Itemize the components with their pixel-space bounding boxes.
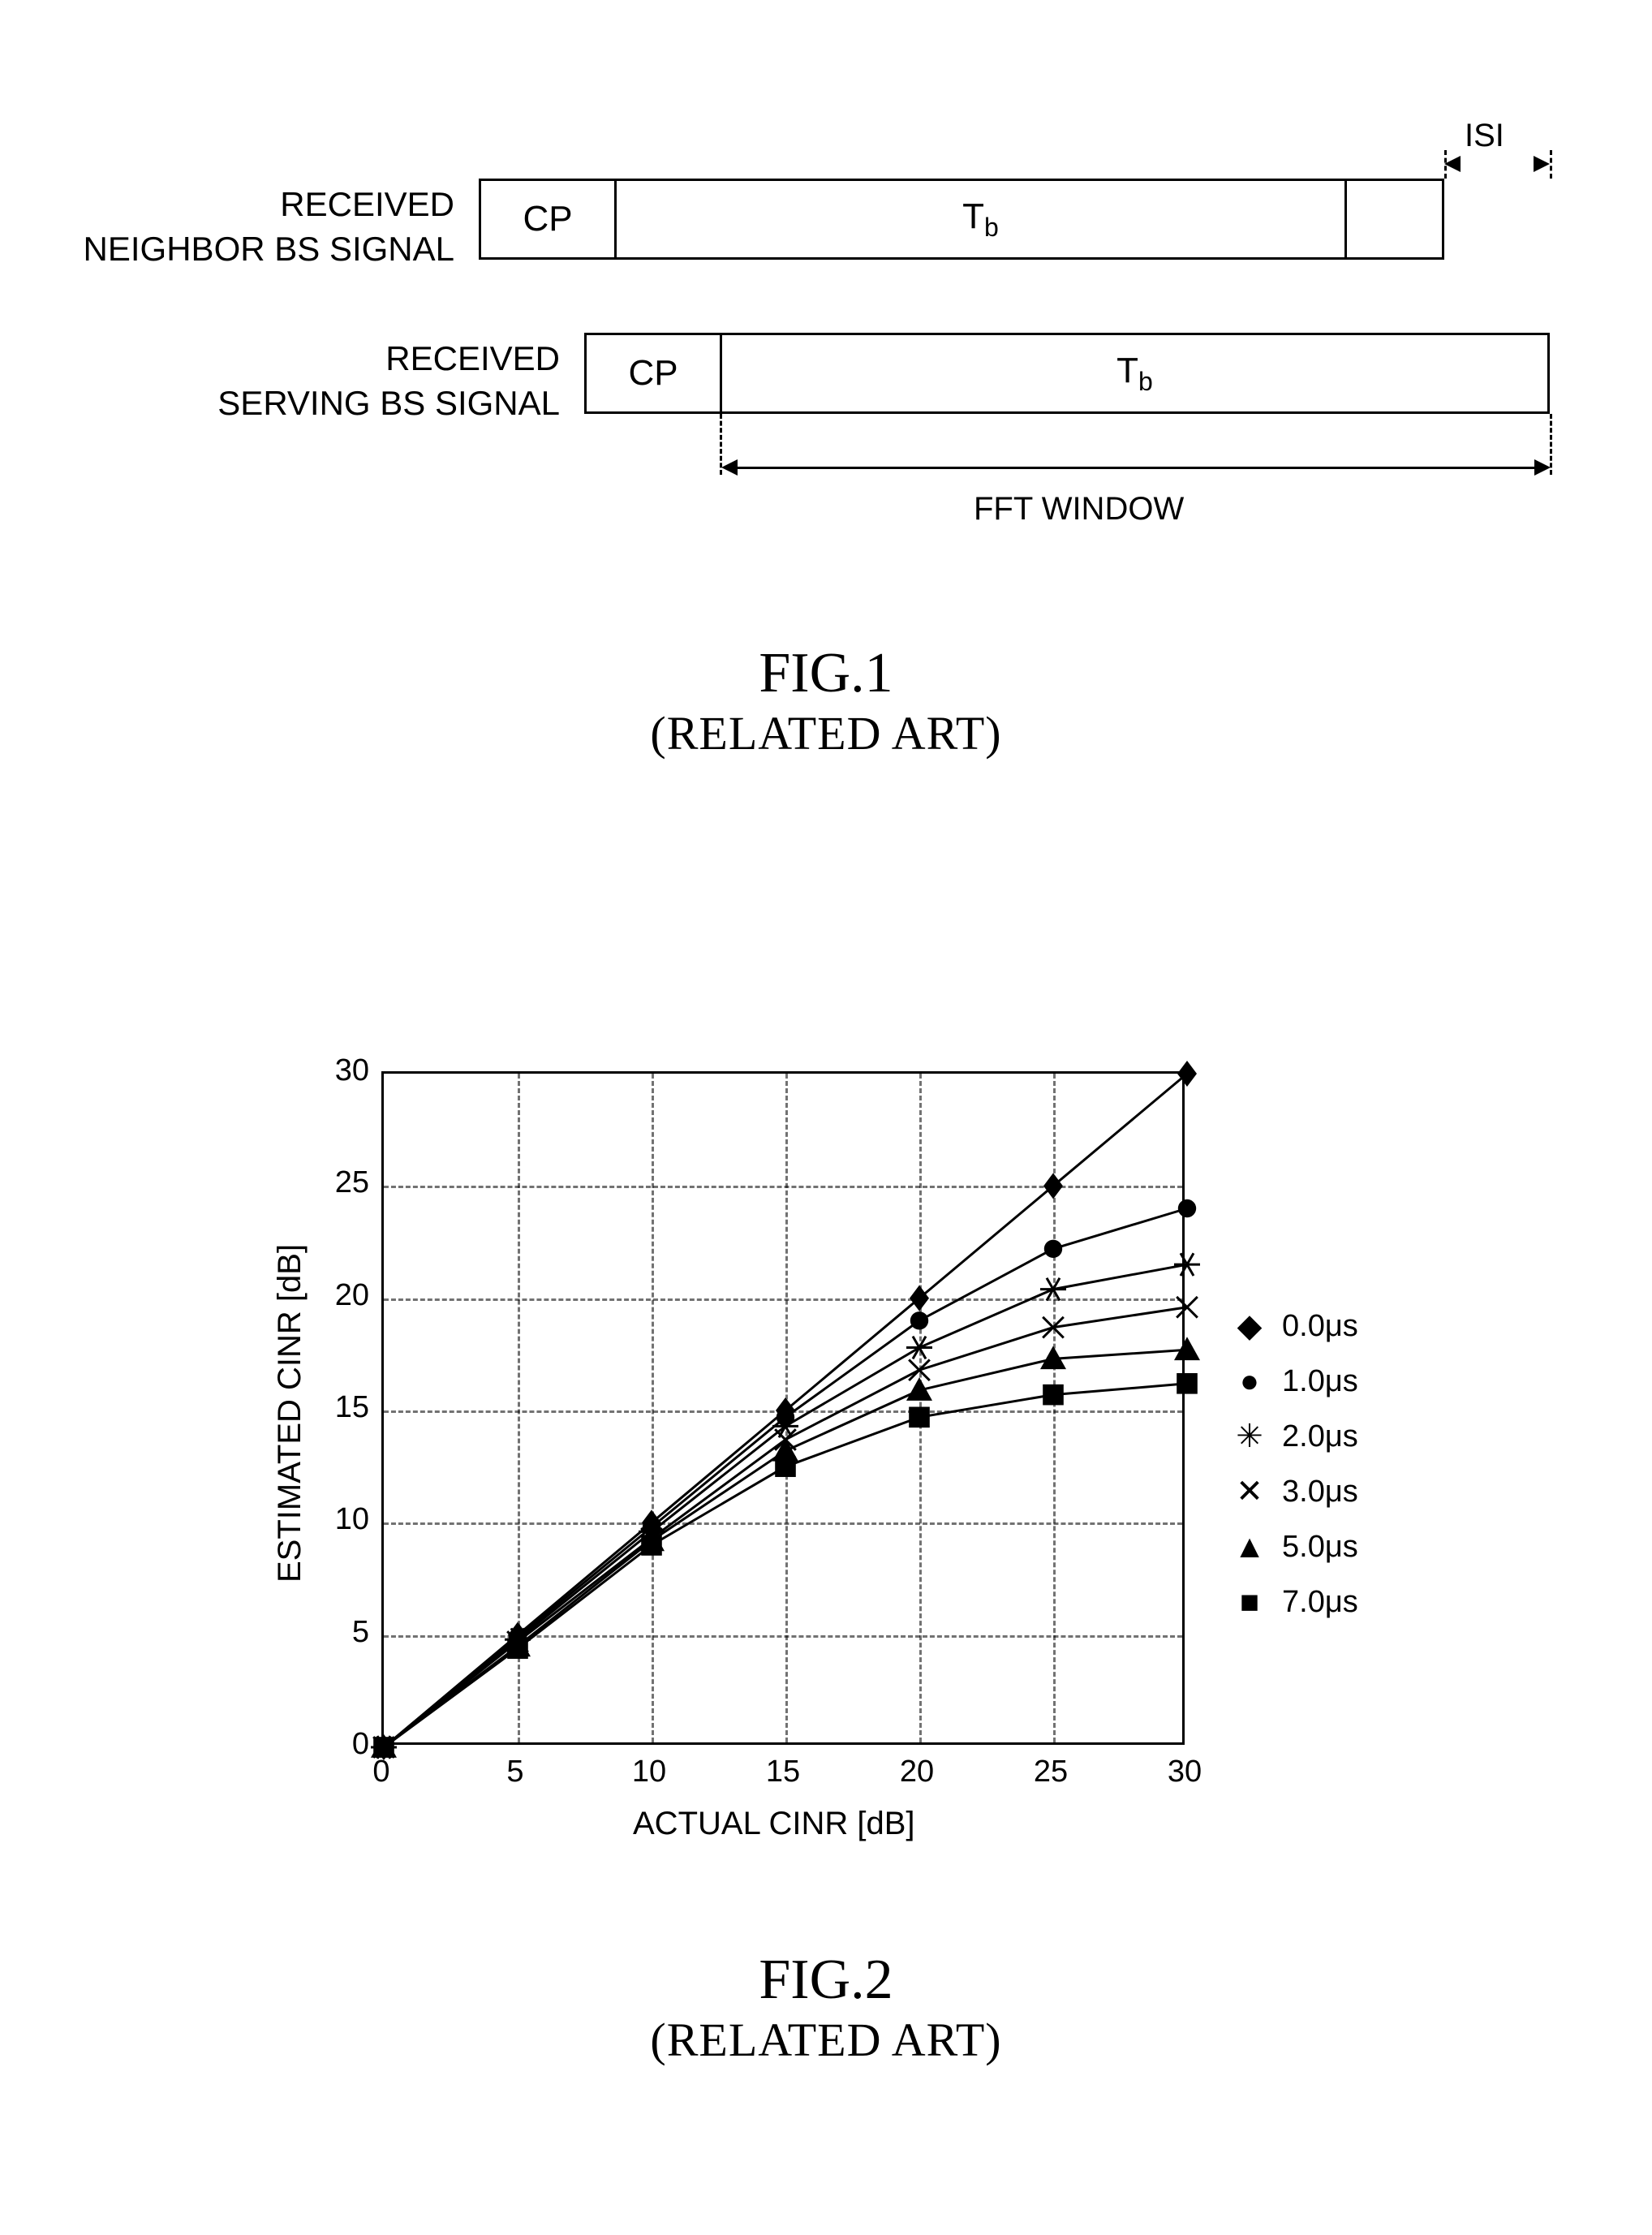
isi-label: ISI (1465, 118, 1504, 154)
legend-row: ✳2.0μs (1225, 1409, 1358, 1464)
fig1-drawing: ISI RECEIVED NEIGHBOR BS SIGNAL CP Tb RE… (0, 81, 1652, 584)
isi-dash-right (1550, 150, 1552, 179)
fig1-caption: FIG.1 (RELATED ART) (0, 641, 1652, 760)
legend-row: ✕3.0μs (1225, 1464, 1358, 1519)
ytick-label: 20 (304, 1278, 369, 1313)
neighbor-label-l1: RECEIVED (280, 185, 454, 223)
legend-label: 2.0μs (1282, 1419, 1358, 1454)
tb-letter-2: T (1116, 351, 1138, 390)
fig2-caption-sub: (RELATED ART) (0, 2013, 1652, 2067)
legend-marker-icon: ✕ (1225, 1473, 1274, 1510)
neighbor-tb-text: Tb (962, 196, 999, 243)
y-axis-label: ESTIMATED CINR [dB] (272, 1244, 308, 1583)
chart-wrap: ESTIMATED CINR [dB] ACTUAL CINR [dB] ◆0.… (0, 1023, 1652, 1875)
fft-arrow-line (736, 467, 1536, 469)
fig1-caption-sub: (RELATED ART) (0, 706, 1652, 760)
series-marker (1040, 1278, 1066, 1301)
legend-label: 0.0μs (1282, 1309, 1358, 1344)
series-marker (1177, 1373, 1198, 1394)
ytick-label: 30 (304, 1053, 369, 1088)
tb-letter: T (962, 196, 984, 236)
legend-label: 1.0μs (1282, 1364, 1358, 1399)
fft-arrow-right (1534, 459, 1551, 476)
neighbor-label-l2: NEIGHBOR BS SIGNAL (84, 230, 454, 268)
serving-cp-box: CP (584, 333, 722, 414)
series-marker (909, 1407, 930, 1428)
legend-label: 5.0μs (1282, 1530, 1358, 1565)
series-marker (906, 1337, 932, 1359)
legend: ◆0.0μs●1.0μs✳2.0μs✕3.0μs▲5.0μs■7.0μs (1225, 1298, 1358, 1630)
plot-area (381, 1071, 1185, 1745)
isi-arrow-right (1534, 156, 1550, 172)
neighbor-label: RECEIVED NEIGHBOR BS SIGNAL (41, 183, 454, 271)
series-marker (1174, 1253, 1200, 1276)
serving-cp-text: CP (628, 353, 678, 394)
fig2: ESTIMATED CINR [dB] ACTUAL CINR [dB] ◆0.… (0, 1023, 1652, 2067)
xtick-label: 0 (357, 1755, 406, 1789)
x-axis-label: ACTUAL CINR [dB] (633, 1806, 914, 1842)
legend-marker-icon: ▲ (1225, 1529, 1274, 1565)
series-marker (1043, 1173, 1063, 1199)
fig1-caption-title: FIG.1 (0, 641, 1652, 706)
fig2-caption: FIG.2 (RELATED ART) (0, 1948, 1652, 2067)
neighbor-cp-text: CP (523, 199, 572, 239)
serving-label-l2: SERVING BS SIGNAL (217, 384, 560, 422)
legend-row: ◆0.0μs (1225, 1298, 1358, 1354)
serving-tb-box: Tb (720, 333, 1550, 414)
legend-row: ■7.0μs (1225, 1574, 1358, 1630)
series-marker (1044, 1240, 1062, 1258)
series-marker (507, 1638, 528, 1659)
legend-row: ●1.0μs (1225, 1354, 1358, 1409)
serving-label: RECEIVED SERVING BS SIGNAL (41, 337, 560, 425)
ytick-label: 25 (304, 1165, 369, 1200)
series-line (384, 1208, 1187, 1747)
legend-label: 7.0μs (1282, 1585, 1358, 1620)
series-line (384, 1307, 1187, 1747)
xtick-label: 5 (491, 1755, 540, 1789)
fft-arrow-left (721, 459, 738, 476)
legend-row: ▲5.0μs (1225, 1519, 1358, 1574)
legend-marker-icon: ■ (1225, 1584, 1274, 1621)
series-marker (910, 1311, 928, 1329)
xtick-label: 25 (1026, 1755, 1075, 1789)
chart-svg (384, 1074, 1187, 1747)
page: ISI RECEIVED NEIGHBOR BS SIGNAL CP Tb RE… (0, 0, 1652, 2235)
serving-tb-text: Tb (1116, 351, 1153, 397)
legend-label: 3.0μs (1282, 1475, 1358, 1509)
neighbor-tb-box: Tb (614, 179, 1347, 260)
xtick-label: 30 (1160, 1755, 1209, 1789)
fig2-caption-title: FIG.2 (0, 1948, 1652, 2013)
series-marker (910, 1285, 929, 1311)
xtick-label: 10 (625, 1755, 673, 1789)
legend-marker-icon: ◆ (1225, 1307, 1274, 1345)
neighbor-isi-box (1344, 179, 1444, 260)
xtick-label: 20 (893, 1755, 941, 1789)
ytick-label: 15 (304, 1390, 369, 1425)
series-marker (1043, 1384, 1064, 1406)
series-marker (1174, 1337, 1200, 1360)
series-marker (1177, 1061, 1197, 1087)
serving-label-l1: RECEIVED (385, 339, 560, 377)
series-line (384, 1264, 1187, 1747)
fft-label: FFT WINDOW (974, 491, 1184, 528)
series-marker (775, 1456, 796, 1477)
legend-marker-icon: ● (1225, 1363, 1274, 1400)
legend-marker-icon: ✳ (1225, 1418, 1274, 1455)
ytick-label: 10 (304, 1502, 369, 1537)
ytick-label: 5 (304, 1615, 369, 1650)
neighbor-cp-box: CP (479, 179, 617, 260)
series-marker (1178, 1199, 1196, 1217)
isi-arrow-left (1444, 156, 1461, 172)
xtick-label: 15 (759, 1755, 807, 1789)
series-marker (641, 1535, 662, 1556)
tb-sub-2: b (1138, 366, 1153, 395)
fig1: ISI RECEIVED NEIGHBOR BS SIGNAL CP Tb RE… (0, 81, 1652, 760)
tb-sub: b (984, 212, 999, 241)
